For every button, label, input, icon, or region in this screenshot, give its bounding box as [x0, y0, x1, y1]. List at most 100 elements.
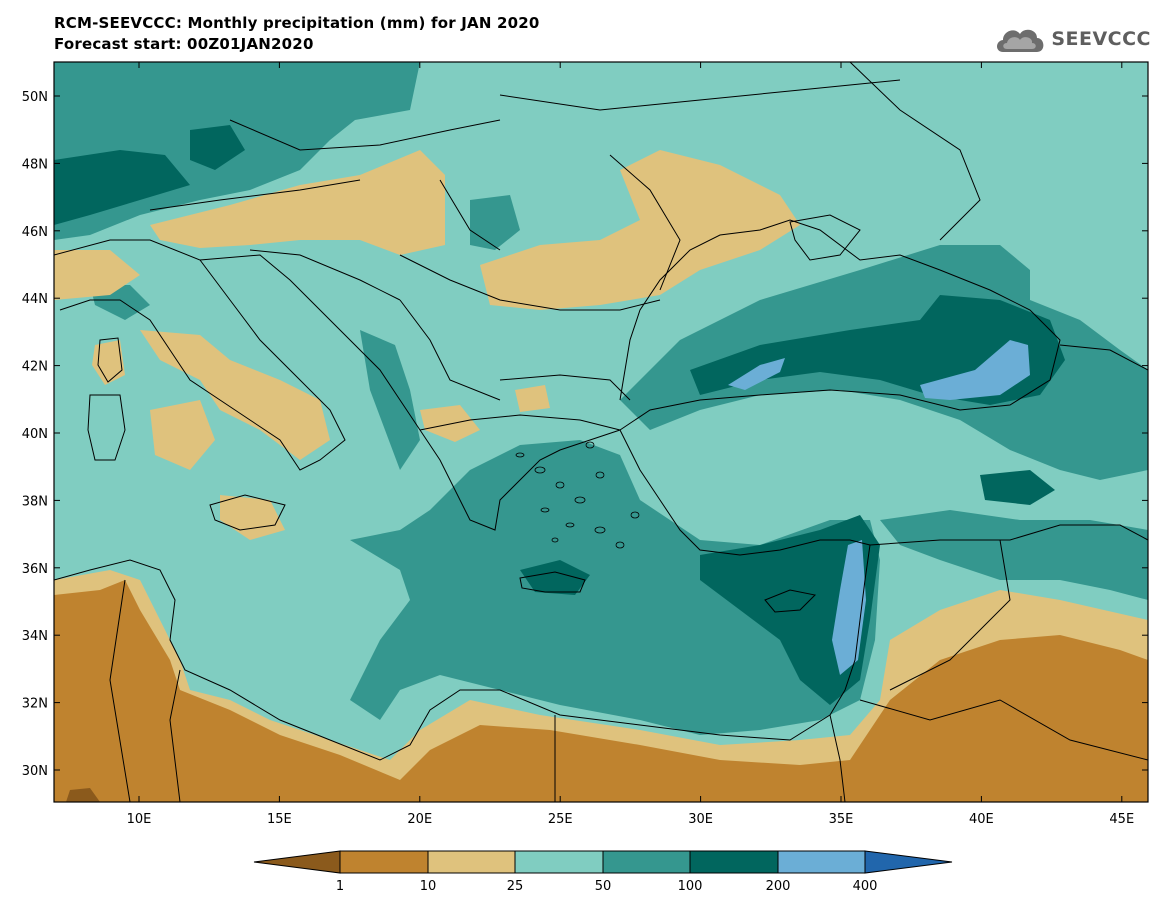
colorbar-label: 50: [595, 879, 612, 894]
island: [594, 526, 606, 534]
zone-100-200-levant: [700, 515, 880, 705]
zone-200-400-levant: [832, 540, 866, 675]
zone-10-25-sardinia: [150, 400, 215, 470]
island: [555, 481, 565, 489]
lat-tick-label: 46N: [22, 225, 48, 240]
zone-10-25-italy: [140, 330, 330, 460]
zone-50-100-central-europe: [54, 62, 420, 240]
coastline-black-sea: [619, 219, 1061, 431]
zone-10-25-north-africa: [54, 570, 1148, 802]
border-libya-tunisia: [169, 669, 181, 802]
lon-tick-label: 35E: [829, 812, 854, 827]
island: [540, 507, 550, 513]
zone-10-25-sicily: [220, 495, 285, 540]
zone-10-25-romania-ukraine: [480, 150, 800, 310]
island: [595, 471, 605, 479]
zone-10-25-spain-coast: [54, 250, 140, 300]
aegean-islands: [515, 441, 640, 549]
cloud-icon: [997, 29, 1044, 52]
island: [565, 522, 575, 528]
coastline-italy: [54, 239, 346, 471]
border-ukraine-belarus: [499, 79, 901, 111]
forecast-start: Forecast start: 00Z01JAN2020: [54, 35, 314, 53]
zone-10-25-alps: [150, 150, 445, 255]
coastline-levant: [829, 544, 871, 716]
colorbar-label: 1: [336, 879, 344, 894]
zone-100-200-czech: [190, 125, 245, 170]
border-serbia: [399, 299, 501, 401]
border-poland: [229, 119, 501, 151]
lon-tick-label: 25E: [548, 812, 573, 827]
colorbar-swatch-25-50: [514, 850, 604, 874]
colorbar-label: 400: [853, 879, 878, 894]
border-hungary-romania: [439, 179, 501, 251]
coastline-sicily: [209, 494, 286, 531]
zone-10-25-bulgaria: [515, 385, 550, 412]
lat-tick-label: 40N: [22, 427, 48, 442]
colorbar-swatch-1-10: [339, 850, 429, 874]
zone-25-50-base: [54, 62, 1148, 802]
zone-100-200-germany: [54, 150, 190, 225]
colorbar-swatch-100-200: [689, 850, 779, 874]
zone-10-25-corsica: [92, 340, 125, 385]
colorbar-label: 100: [678, 879, 703, 894]
lat-tick-label: 34N: [22, 629, 48, 644]
zone-10-25-greece: [420, 405, 480, 442]
island: [615, 541, 625, 549]
coastline-turkey-south: [619, 429, 871, 556]
colorbar-swatch-200-400: [777, 850, 866, 874]
coastline-corsica: [97, 337, 123, 383]
colorbar: 1 10 25 50 100 200 400: [253, 850, 953, 894]
zone-100-200-anatolia: [980, 470, 1055, 505]
lat-tick-label: 30N: [22, 764, 48, 779]
latitude-axis: 50N 48N 46N 44N 42N 40N 38N 36N 34N 32N 30N: [22, 90, 1148, 779]
coastline-balkans: [199, 254, 621, 531]
zone-50-100-mediterranean: [350, 440, 880, 735]
zone-50-100-anatolia-south: [880, 510, 1148, 600]
lon-tick-label: 30E: [688, 812, 713, 827]
colorbar-swatch-50-100: [602, 850, 691, 874]
lat-tick-label: 36N: [22, 562, 48, 577]
island: [534, 466, 546, 474]
colorbar-swatch-lt1: [253, 850, 341, 874]
border-danube: [399, 254, 661, 311]
colorbar-swatch-gt400: [864, 850, 953, 874]
lat-tick-label: 50N: [22, 90, 48, 105]
lon-tick-label: 40E: [969, 812, 994, 827]
island: [574, 496, 586, 504]
zone-1-10-north-africa: [54, 580, 1148, 802]
lon-tick-label: 20E: [407, 812, 432, 827]
island: [515, 452, 525, 458]
island: [630, 511, 640, 519]
border-syria-iraq: [889, 539, 1011, 691]
border-algeria-tunisia: [109, 579, 131, 802]
seevccc-logo: SEEVCCC: [993, 22, 1151, 56]
zone-100-200-crete: [520, 560, 590, 595]
colorbar-swatch-10-25: [427, 850, 516, 874]
lon-tick-label: 10E: [127, 812, 152, 827]
coastlines-borders: [54, 62, 1148, 802]
border-jordan-saudi: [859, 699, 1148, 761]
coastline-north-africa: [54, 559, 831, 761]
lat-tick-label: 42N: [22, 360, 48, 375]
zone-50-100-hungary: [470, 195, 520, 250]
border-slovenia-croatia: [249, 249, 401, 301]
zone-50-100-black-sea: [620, 245, 1148, 480]
coastline-crete: [519, 571, 586, 593]
border-turkey-syria: [869, 524, 1148, 546]
lat-tick-label: 48N: [22, 157, 48, 172]
map-title: RCM-SEEVCCC: Monthly precipitation (mm) …: [54, 14, 540, 32]
lat-tick-label: 44N: [22, 292, 48, 307]
border-ukraine-russia: [849, 62, 981, 241]
border-turkey-east: [1059, 344, 1148, 371]
zone-100-200-black-sea: [690, 295, 1065, 405]
lon-tick-label: 15E: [267, 812, 292, 827]
longitude-axis: 10E 15E 20E 25E 30E 35E 40E 45E: [127, 62, 1134, 827]
coastline-sardinia: [87, 394, 126, 461]
border-moldova: [609, 154, 681, 291]
zone-50-100-alps: [90, 285, 150, 320]
island: [551, 537, 559, 543]
zone-lt1-sahara: [66, 788, 100, 802]
colorbar-label: 25: [507, 879, 524, 894]
